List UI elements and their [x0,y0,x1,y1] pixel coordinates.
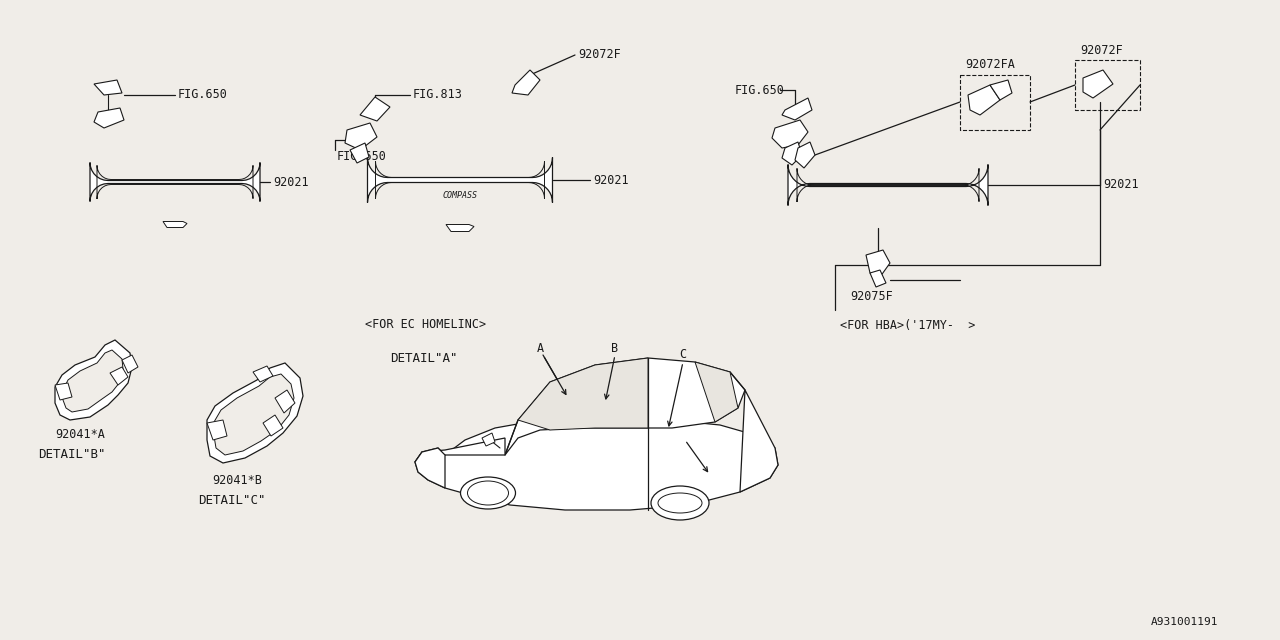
Polygon shape [262,415,283,436]
Polygon shape [415,438,506,462]
Text: 92021: 92021 [273,175,308,189]
Text: 92072F: 92072F [579,49,621,61]
Text: COMPASS: COMPASS [443,191,477,200]
Bar [1075,60,1140,110]
Text: 92041*B: 92041*B [212,474,262,486]
Polygon shape [782,142,803,165]
Ellipse shape [652,486,709,520]
Polygon shape [867,250,890,277]
Polygon shape [989,80,1012,100]
Polygon shape [360,97,390,121]
Text: 92075F: 92075F [850,291,892,303]
Text: FIG.650: FIG.650 [735,83,785,97]
Text: FIG.650: FIG.650 [337,150,387,163]
Polygon shape [415,448,445,488]
Polygon shape [253,366,273,382]
Polygon shape [968,85,1000,115]
Polygon shape [788,164,988,205]
Text: B: B [612,342,618,355]
Polygon shape [349,143,369,163]
Polygon shape [367,157,553,202]
Polygon shape [1083,70,1114,98]
Polygon shape [207,363,303,463]
Text: 92072FA: 92072FA [965,58,1015,72]
Text: DETAIL"B": DETAIL"B" [38,449,105,461]
Polygon shape [415,418,778,510]
Polygon shape [63,350,123,412]
Text: A: A [536,342,544,355]
Polygon shape [207,420,227,440]
Polygon shape [55,383,72,400]
Polygon shape [445,225,474,232]
Polygon shape [695,362,739,422]
Text: 92021: 92021 [593,173,628,186]
Ellipse shape [461,477,516,509]
Text: 92072F: 92072F [1080,44,1123,56]
Polygon shape [870,270,886,287]
Polygon shape [512,70,540,95]
Text: DETAIL"A": DETAIL"A" [390,351,457,365]
Polygon shape [740,390,778,492]
Text: A931001191: A931001191 [1151,617,1219,627]
Text: FIG.650: FIG.650 [178,88,228,102]
Text: 92021: 92021 [1103,179,1139,191]
Text: <FOR HBA>('17MY-  >: <FOR HBA>('17MY- > [840,319,975,332]
Polygon shape [346,123,378,150]
Text: <FOR EC HOMELINC>: <FOR EC HOMELINC> [365,319,486,332]
Polygon shape [90,163,260,202]
Polygon shape [93,80,122,95]
Polygon shape [55,340,132,420]
Bar [960,75,1030,130]
Polygon shape [275,390,294,413]
Text: DETAIL"C": DETAIL"C" [198,493,265,506]
Polygon shape [122,355,138,373]
Polygon shape [518,358,648,430]
Polygon shape [772,120,808,148]
Polygon shape [93,108,124,128]
Polygon shape [795,142,815,168]
Polygon shape [214,374,294,455]
Polygon shape [506,358,745,455]
Text: C: C [680,349,686,362]
Text: FIG.813: FIG.813 [413,88,463,102]
Text: 92041*A: 92041*A [55,429,105,442]
Polygon shape [782,98,812,120]
Polygon shape [110,367,128,385]
Polygon shape [483,433,495,446]
Polygon shape [163,221,187,227]
